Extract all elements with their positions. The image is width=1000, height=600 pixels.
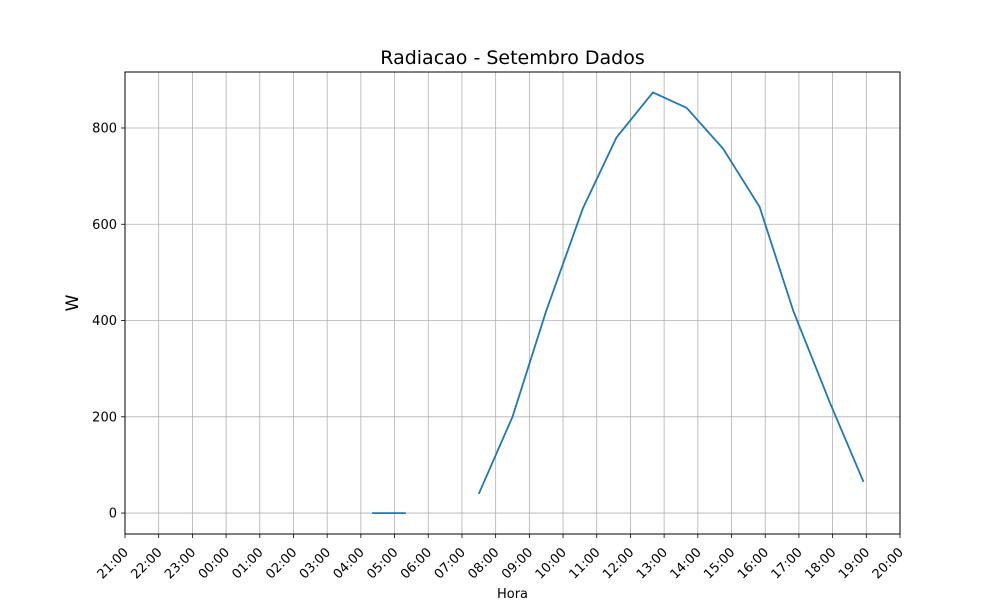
y-tick-label: 800: [92, 121, 117, 136]
y-tick-label: 400: [92, 314, 117, 329]
y-tick-label: 0: [109, 507, 117, 522]
series-line: [477, 91, 865, 495]
chart-title: Radiacao - Setembro Dados: [380, 47, 644, 69]
x-axis-label: Hora: [497, 587, 528, 600]
y-axis-label: W: [63, 294, 83, 311]
y-tick-label: 200: [92, 410, 117, 425]
y-tick-label: 600: [92, 218, 117, 233]
plot-frame: [124, 71, 901, 535]
plot-lines: [372, 91, 865, 514]
grid: [124, 72, 901, 534]
